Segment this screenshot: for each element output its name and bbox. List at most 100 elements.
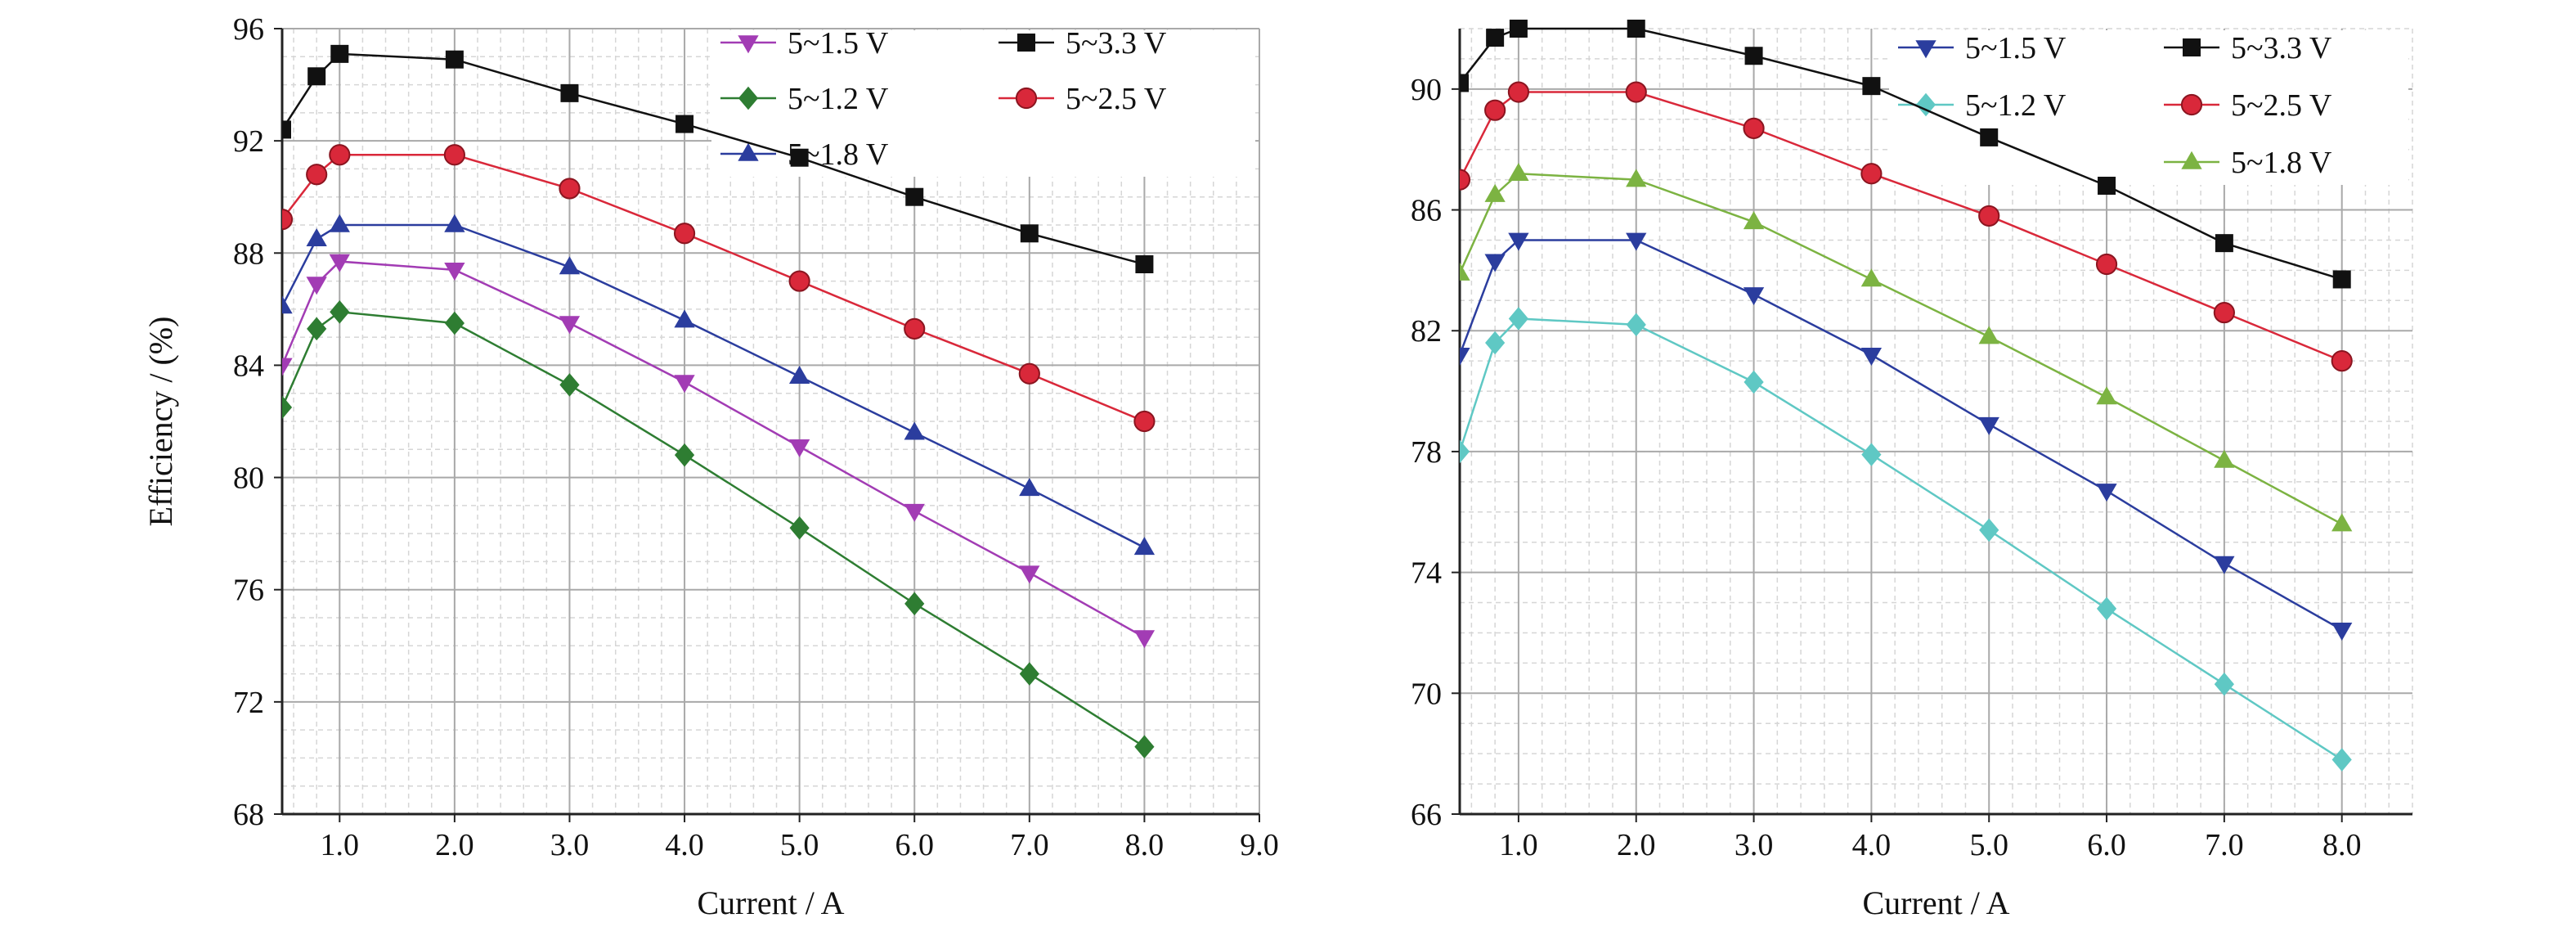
data-point (1460, 169, 1471, 191)
data-point (282, 395, 293, 420)
data-point (444, 311, 464, 335)
data-point (2096, 596, 2117, 621)
y-tick-label: 96 (233, 12, 264, 47)
data-point (1460, 347, 1470, 366)
x-tick-label: 7.0 (1010, 828, 1049, 862)
data-point (2331, 748, 2352, 772)
data-point (282, 120, 291, 139)
left-chart: 68 72 76 80 84 88 92 96 1.0 2.0 3.0 4.0 5.0 6.0 7.0 8.0… (142, 12, 1279, 921)
series-4 (282, 214, 1156, 556)
series-line (282, 310, 1146, 748)
y-tick-label: 78 (1411, 435, 1442, 470)
series-line (1460, 27, 2343, 281)
data-point (1743, 211, 1765, 230)
x-tick-label: 4.0 (1852, 828, 1892, 862)
data-point (788, 270, 810, 292)
series-line (282, 154, 1145, 423)
y-tick-label: 72 (233, 686, 264, 720)
right-chart: 66 70 74 78 82 86 90 1.0 2.0 3.0 4.0 5.0 6.0 7.0 8.0 Cu… (1411, 20, 2413, 921)
series-line (1460, 91, 2343, 362)
x-tick-label: 6.0 (2087, 828, 2126, 862)
data-point (1019, 662, 1039, 686)
data-point (2214, 672, 2234, 696)
series-3 (1460, 81, 2353, 372)
series-1 (1460, 20, 2351, 289)
x-tick-label: 1.0 (321, 828, 360, 862)
data-point (444, 263, 465, 281)
data-point (1460, 439, 1470, 464)
data-point (1486, 29, 1505, 47)
data-point (1626, 232, 1647, 251)
x-axis-title: Current / A (1863, 884, 2010, 921)
data-point (282, 358, 293, 376)
data-point (445, 50, 464, 69)
x-tick-label: 3.0 (1735, 828, 1774, 862)
data-point (2213, 301, 2235, 324)
y-tick-label: 66 (1411, 798, 1442, 832)
series-2 (1460, 307, 2352, 772)
x-tick-label: 8.0 (1125, 828, 1165, 862)
data-point (788, 365, 810, 384)
data-point (1133, 537, 1156, 556)
data-point (904, 503, 925, 522)
x-tick-label: 9.0 (1240, 828, 1279, 862)
legend-label: 5~1.2 V (1965, 88, 2067, 123)
series-2 (282, 299, 1155, 759)
data-point (559, 373, 580, 397)
data-point (559, 178, 581, 200)
y-tick-label: 84 (233, 349, 264, 383)
data-point (790, 148, 809, 167)
data-point (1019, 478, 1040, 497)
legend-marker (1915, 40, 1936, 59)
data-point (1860, 347, 1883, 366)
data-point (443, 144, 465, 166)
series-line (1460, 317, 2343, 761)
data-point (1861, 443, 1882, 466)
data-point (2214, 449, 2235, 468)
data-point (1509, 20, 1528, 38)
data-point (329, 214, 350, 232)
data-point (2331, 513, 2353, 532)
legend-label: 5~3.3 V (2231, 31, 2332, 65)
data-point (2331, 350, 2353, 372)
x-tick-label: 7.0 (2205, 828, 2244, 862)
data-point (674, 443, 695, 467)
data-point (307, 67, 326, 86)
data-point (1625, 81, 1647, 103)
data-point (1133, 410, 1156, 433)
legend-label: 5~3.3 V (1066, 26, 1167, 61)
legend-marker (2183, 38, 2201, 56)
x-tick-label: 4.0 (665, 828, 704, 862)
data-point (1978, 416, 1999, 435)
series-line (1460, 172, 2343, 525)
data-point (789, 515, 810, 540)
data-point (1484, 99, 1506, 121)
data-point (330, 44, 349, 63)
series-line (282, 223, 1145, 549)
data-point (1019, 565, 1040, 584)
data-point (674, 309, 695, 328)
legend-marker (738, 35, 759, 54)
legend-label: 5~1.8 V (2231, 146, 2332, 180)
x-tick-label: 5.0 (1969, 828, 2008, 862)
data-point (1485, 331, 1506, 355)
data-point (1020, 224, 1039, 243)
data-point (1978, 326, 1999, 344)
data-point (1627, 20, 1645, 38)
data-point (2096, 386, 2117, 405)
legend-label: 5~1.5 V (1965, 31, 2067, 65)
x-tick-label: 8.0 (2322, 828, 2362, 862)
data-point (330, 299, 350, 324)
legend-label: 5~2.5 V (1066, 82, 1167, 116)
legend: 5~1.5 V 5~3.3 V 5~1.2 V 5~2.5 V 5~1.8 V (1889, 30, 2408, 185)
legend-label: 5~1.5 V (788, 26, 889, 61)
data-point (306, 164, 328, 186)
x-tick-label: 3.0 (550, 828, 590, 862)
data-point (904, 317, 926, 340)
y-tick-label: 92 (233, 124, 264, 159)
data-point (788, 439, 810, 458)
data-point (2332, 270, 2351, 289)
data-point (1626, 169, 1647, 187)
data-point (673, 223, 696, 245)
series-3 (282, 144, 1156, 433)
